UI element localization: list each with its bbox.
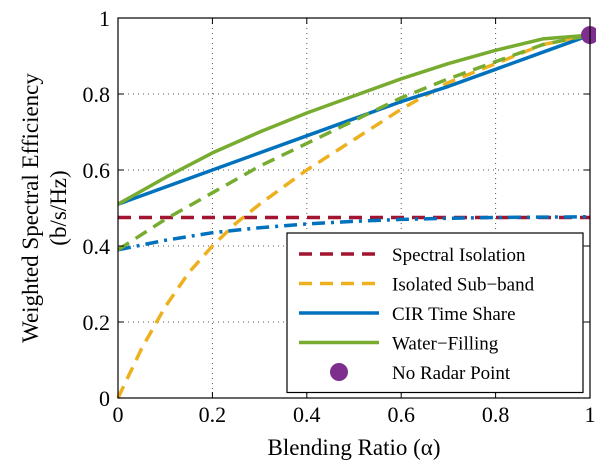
- y-axis-label-line2: (b/s/Hz): [46, 170, 71, 245]
- legend-label: CIR Time Share: [392, 304, 516, 325]
- legend-label: Isolated Sub−band: [392, 275, 535, 296]
- series-line-4: [117, 33, 591, 206]
- x-axis-label: Blending Ratio (α): [267, 435, 440, 460]
- series-line-2: [117, 33, 591, 206]
- legend-label: No Radar Point: [392, 363, 511, 384]
- x-tick-label: 0.2: [199, 402, 227, 427]
- y-tick-label: 0.8: [83, 82, 111, 107]
- x-tick-label: 0.8: [482, 402, 510, 427]
- series-line-1: [116, 33, 591, 399]
- series-line-5: [117, 33, 591, 252]
- y-axis-label-line1: Weighted Spectral Efficiency: [18, 73, 43, 343]
- axes: [117, 17, 591, 399]
- no-radar-point-marker: [581, 26, 596, 45]
- x-tick-label: 0.6: [387, 402, 415, 427]
- y-tick-label: 1: [99, 6, 110, 31]
- plot-frame: [117, 17, 591, 399]
- x-tick-label: 1: [585, 402, 596, 427]
- legend-label: Spectral Isolation: [392, 245, 526, 266]
- y-tick-label: 0.6: [83, 158, 111, 183]
- tick-labels: 0 0.2 0.4 0.6 0.8 1 0 0.2 0.4 0.6 0.8 1: [83, 6, 596, 427]
- y-tick-label: 0: [99, 386, 110, 411]
- x-tick-label: 0.4: [293, 402, 321, 427]
- y-tick-label: 0.2: [83, 310, 111, 335]
- series-line-3: [117, 214, 591, 252]
- y-tick-label: 0.4: [83, 234, 111, 259]
- legend: Spectral Isolation Isolated Sub−band CIR T…: [286, 232, 584, 394]
- legend-label: Water−Filling: [392, 334, 499, 355]
- x-tick-label: 0: [113, 402, 124, 427]
- series-lines: [116, 26, 596, 399]
- legend-point-marker: [330, 363, 348, 381]
